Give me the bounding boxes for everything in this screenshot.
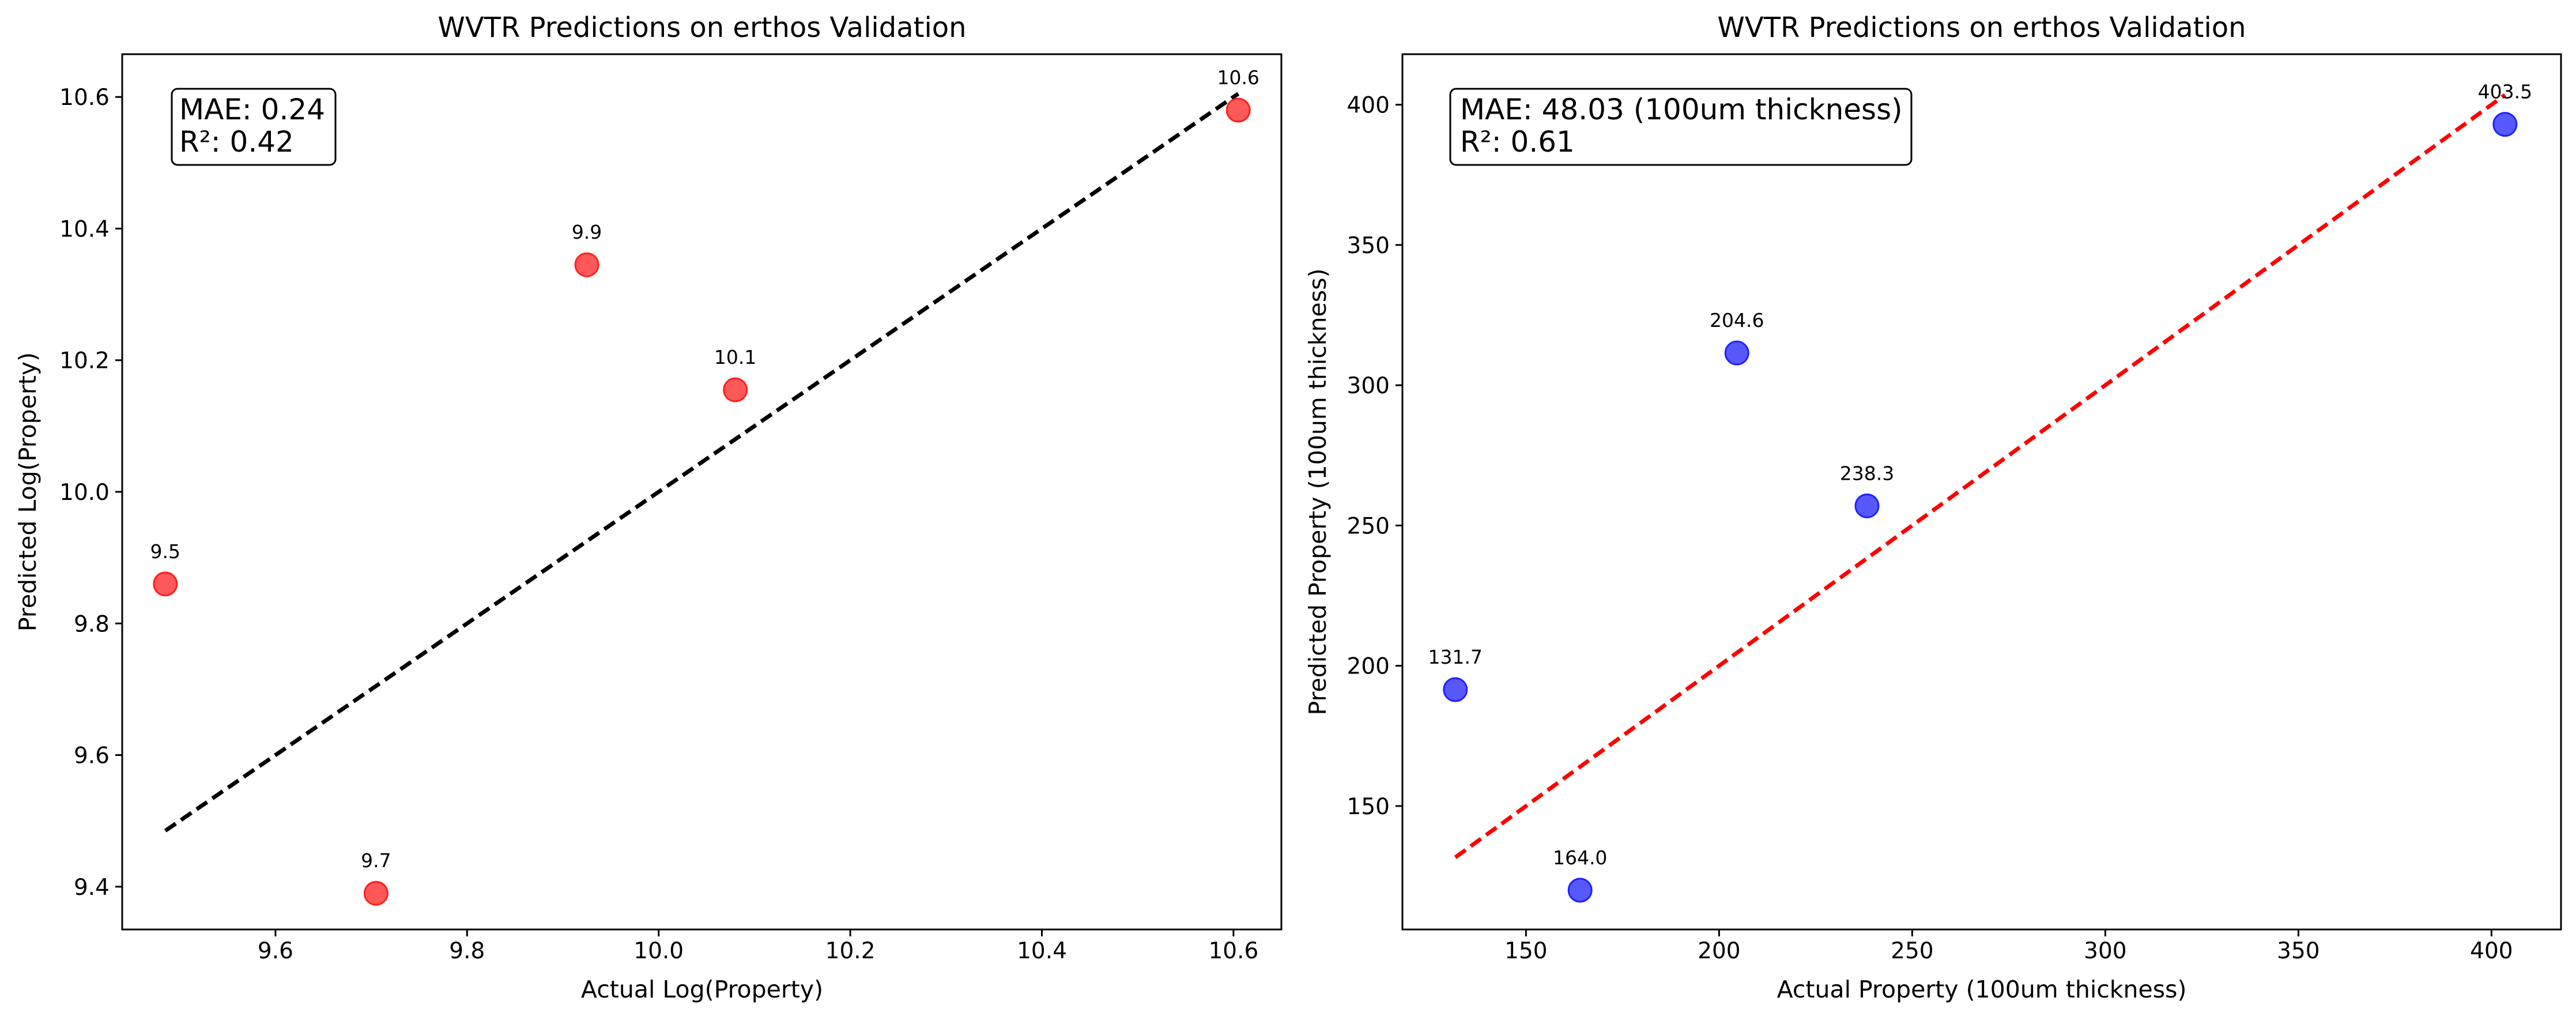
left-point-label: 9.5 xyxy=(150,540,180,563)
left-y-tick-label: 10.2 xyxy=(59,348,110,374)
right-reference-line xyxy=(1454,93,2506,859)
left-y-axis-label: Predicted Log(Property) xyxy=(14,352,42,631)
right-data-point xyxy=(1567,878,1593,903)
left-data-point xyxy=(1225,97,1251,123)
left-r2-text: R²: 0.42 xyxy=(179,125,294,159)
left-data-point xyxy=(723,377,748,402)
right-chart-title: WVTR Predictions on erthos Validation xyxy=(1717,12,2246,44)
left-stats-box: MAE: 0.24 R²: 0.42 xyxy=(171,88,337,166)
left-y-tick-label: 10.4 xyxy=(59,216,110,242)
right-mae-text: MAE: 48.03 (100um thickness) xyxy=(1460,93,1903,126)
left-y-tick-label: 10.6 xyxy=(59,85,110,111)
left-point-label: 10.6 xyxy=(1217,66,1259,89)
left-x-tick-label: 10.4 xyxy=(1017,938,1067,964)
right-y-axis-label: Predicted Property (100um thickness) xyxy=(1304,269,1332,716)
right-x-tick-label: 200 xyxy=(1698,938,1740,964)
left-point-label: 9.9 xyxy=(572,221,602,243)
right-x-tick-label: 400 xyxy=(2470,938,2513,964)
left-plot-frame xyxy=(121,53,1283,931)
right-x-tick-label: 300 xyxy=(2084,938,2126,964)
left-data-point xyxy=(363,880,389,906)
left-data-point xyxy=(153,571,178,597)
left-y-tick-label: 9.4 xyxy=(74,875,110,901)
right-y-tick-label: 400 xyxy=(1347,93,1390,119)
right-r2-text: R²: 0.61 xyxy=(1460,125,1575,159)
right-y-tick-label: 150 xyxy=(1347,794,1390,820)
left-y-tick-label: 9.6 xyxy=(74,743,110,769)
left-point-label: 9.7 xyxy=(361,849,391,872)
right-x-tick-label: 350 xyxy=(2277,938,2319,964)
left-mae-text: MAE: 0.24 xyxy=(179,93,325,126)
left-x-tick-label: 9.6 xyxy=(258,938,293,964)
left-reference-line xyxy=(164,92,1240,833)
left-x-tick-label: 10.0 xyxy=(633,938,684,964)
right-x-tick-label: 250 xyxy=(1891,938,1933,964)
right-x-tick-label: 150 xyxy=(1504,938,1547,964)
right-chart-panel: WVTR Predictions on erthos Validation 15… xyxy=(1304,12,2562,1003)
right-data-point xyxy=(1854,493,1880,518)
right-data-point xyxy=(1443,677,1468,702)
right-point-label: 164.0 xyxy=(1553,846,1607,869)
right-x-axis-label: Actual Property (100um thickness) xyxy=(1777,976,2187,1003)
right-y-tick-label: 300 xyxy=(1347,373,1390,399)
right-point-label: 403.5 xyxy=(2478,81,2532,103)
right-y-tick-label: 250 xyxy=(1347,513,1390,539)
left-x-tick-label: 9.8 xyxy=(449,938,485,964)
left-y-tick-label: 10.0 xyxy=(59,480,110,506)
left-chart-title: WVTR Predictions on erthos Validation xyxy=(437,12,966,44)
left-x-axis-label: Actual Log(Property) xyxy=(581,976,823,1003)
right-y-tick-label: 350 xyxy=(1347,233,1390,259)
left-x-tick-label: 10.2 xyxy=(825,938,876,964)
right-point-label: 131.7 xyxy=(1428,646,1483,668)
right-stats-box: MAE: 48.03 (100um thickness) R²: 0.61 xyxy=(1449,88,1913,166)
left-point-label: 10.1 xyxy=(714,346,756,368)
right-point-label: 204.6 xyxy=(1710,309,1764,332)
left-chart-panel: WVTR Predictions on erthos Validation 9.… xyxy=(14,12,1283,1003)
left-y-tick-label: 9.8 xyxy=(74,611,110,637)
right-data-point xyxy=(2492,112,2518,137)
right-y-tick-label: 200 xyxy=(1347,654,1390,680)
left-data-point xyxy=(574,252,599,277)
right-point-label: 238.3 xyxy=(1840,462,1894,484)
left-x-tick-label: 10.6 xyxy=(1208,938,1258,964)
right-plot-frame xyxy=(1401,53,2562,931)
right-data-point xyxy=(1724,340,1749,366)
